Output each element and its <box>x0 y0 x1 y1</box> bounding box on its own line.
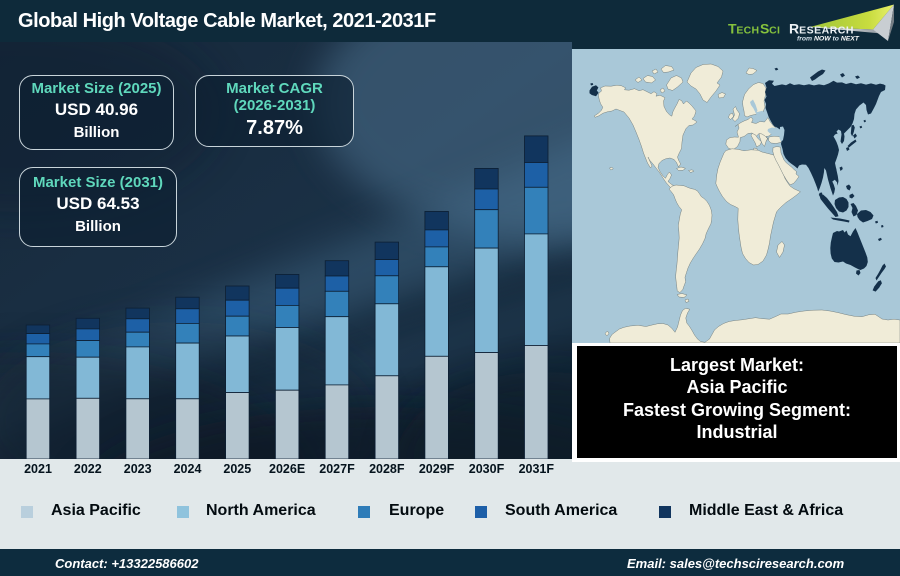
svg-text:TECHSCI: TECHSCI <box>728 21 780 37</box>
svg-text:RESEARCH: RESEARCH <box>789 21 854 37</box>
svg-text:from NOW to NEXT: from NOW to NEXT <box>797 36 860 43</box>
